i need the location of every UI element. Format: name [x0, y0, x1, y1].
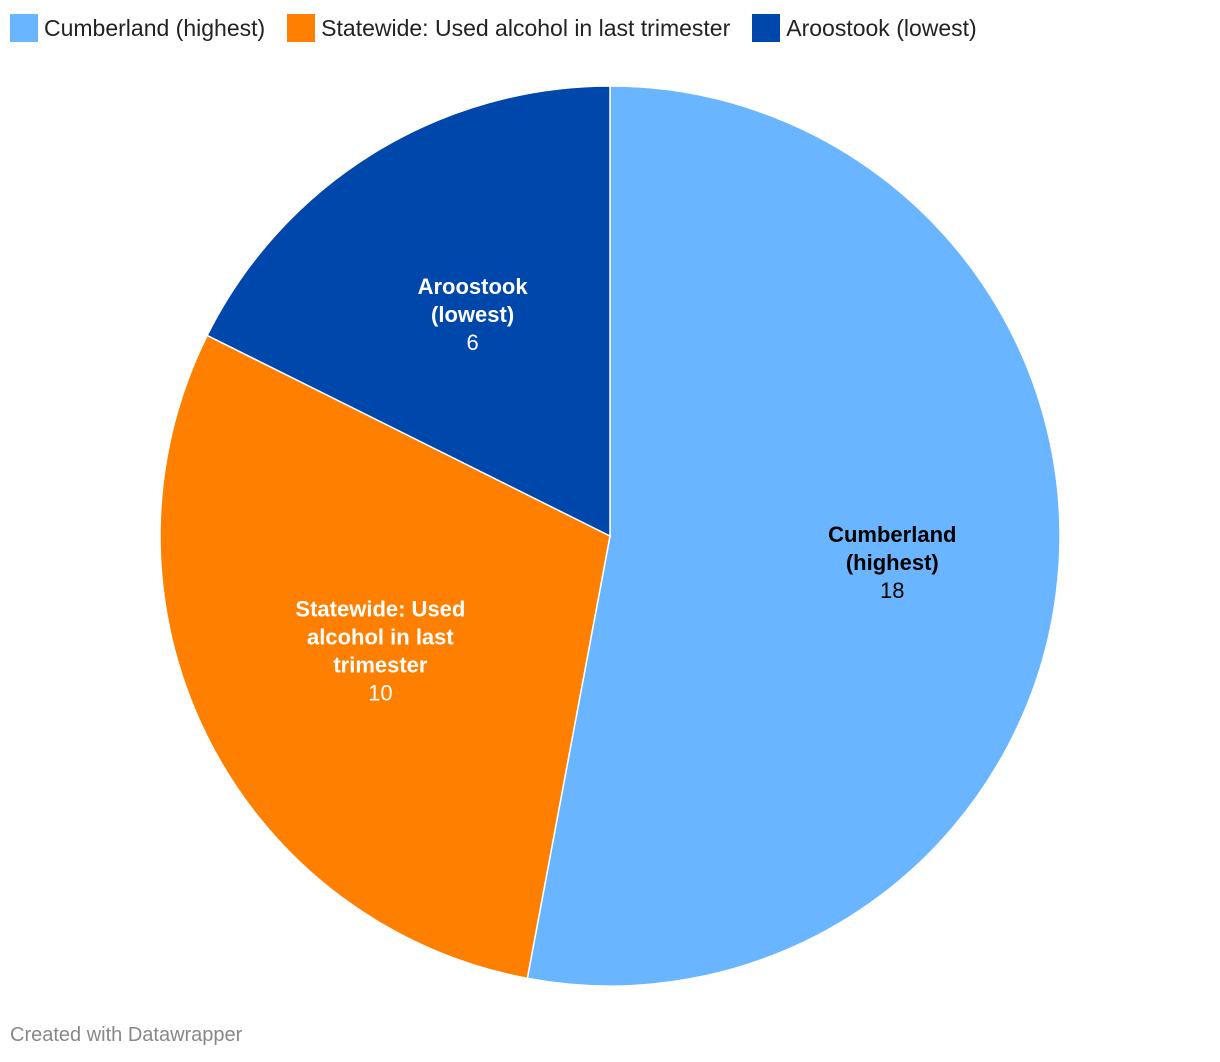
slice-label-line: alcohol in last: [307, 624, 454, 649]
pie-slice-aroostook[interactable]: [206, 85, 611, 538]
legend-swatch-statewide: [287, 14, 316, 42]
legend-label-statewide: Statewide: Used alcohol in last trimeste…: [321, 14, 731, 41]
legend-item-aroostook[interactable]: Aroostook (lowest): [752, 14, 977, 42]
slice-value-aroostook: 6: [466, 330, 478, 355]
slice-label-aroostook: Aroostook (lowest) 6: [418, 274, 529, 355]
slice-label-line: Statewide: Used: [295, 596, 465, 621]
legend: Cumberland (highest) Statewide: Used alc…: [10, 12, 999, 44]
slice-label-line: Aroostook: [418, 274, 529, 299]
legend-label-aroostook: Aroostook (lowest): [786, 14, 977, 41]
pie-slices: [159, 85, 1061, 987]
slice-label-line: trimester: [333, 652, 428, 677]
footer-credit: Created with Datawrapper: [10, 1024, 243, 1046]
pie-slice-labels: Cumberland (highest) 18 Statewide: Used alco…: [295, 274, 956, 705]
slice-label-statewide: Statewide: Used alcohol in last trimester 1…: [295, 596, 465, 705]
pie-slice-cumberland[interactable]: [526, 85, 1061, 987]
slice-label-line: (lowest): [431, 302, 514, 327]
slice-value-cumberland: 18: [880, 578, 904, 603]
slice-value-statewide: 10: [368, 680, 392, 705]
slice-label-cumberland: Cumberland (highest) 18: [828, 522, 956, 603]
legend-label-cumberland: Cumberland (highest): [44, 14, 266, 41]
legend-swatch-aroostook: [752, 14, 781, 42]
legend-item-statewide[interactable]: Statewide: Used alcohol in last trimeste…: [287, 14, 730, 42]
pie-slice-statewide[interactable]: [159, 334, 611, 980]
legend-item-cumberland[interactable]: Cumberland (highest): [10, 14, 265, 42]
slice-label-line: (highest): [846, 550, 939, 575]
legend-swatch-cumberland: [10, 14, 38, 42]
slice-label-line: Cumberland: [828, 522, 956, 547]
